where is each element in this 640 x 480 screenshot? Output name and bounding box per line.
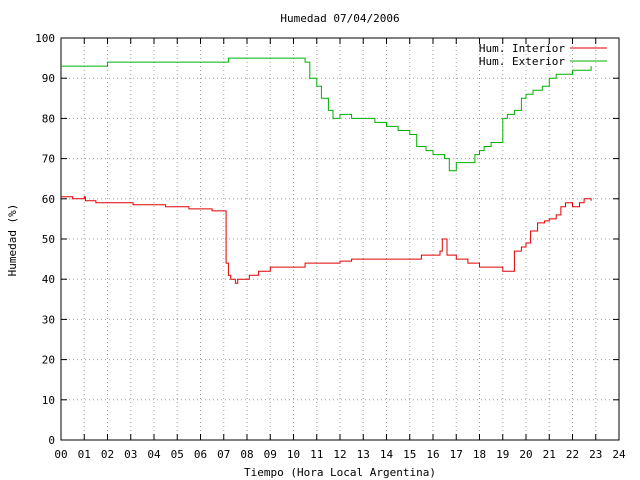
x-tick-label: 01	[78, 448, 91, 461]
y-tick-label: 0	[48, 434, 55, 447]
x-tick-label: 09	[264, 448, 277, 461]
x-axis-ticks: 00 01 02 03 04 05 06 07 08 09 10 11 12 13 14 15 16 17 18 19…	[54, 38, 626, 461]
x-tick-label: 00	[54, 448, 67, 461]
x-tick-label: 21	[543, 448, 556, 461]
x-tick-label: 16	[426, 448, 439, 461]
y-tick-label: 50	[42, 233, 55, 246]
legend-label: Hum. Interior	[479, 42, 565, 55]
x-tick-label: 12	[333, 448, 346, 461]
x-tick-label: 13	[357, 448, 370, 461]
x-tick-label: 15	[403, 448, 416, 461]
y-tick-label: 70	[42, 153, 55, 166]
y-tick-label: 30	[42, 313, 55, 326]
grid-lines	[61, 38, 619, 440]
x-tick-label: 10	[287, 448, 300, 461]
y-tick-label: 20	[42, 354, 55, 367]
series-lines	[61, 57, 592, 284]
legend-label: Hum. Exterior	[479, 55, 565, 68]
x-tick-label: 08	[240, 448, 253, 461]
x-tick-label: 07	[217, 448, 230, 461]
x-tick-label: 02	[101, 448, 114, 461]
x-tick-label: 20	[519, 448, 532, 461]
x-tick-label: 03	[124, 448, 137, 461]
y-axis-label: Humedad (%)	[6, 204, 19, 277]
y-tick-label: 80	[42, 112, 55, 125]
y-tick-label: 60	[42, 193, 55, 206]
x-tick-label: 23	[589, 448, 602, 461]
x-tick-label: 04	[147, 448, 161, 461]
x-tick-label: 18	[473, 448, 486, 461]
x-tick-label: 22	[566, 448, 579, 461]
series-line-1	[61, 57, 592, 172]
x-tick-label: 06	[194, 448, 207, 461]
y-tick-label: 90	[42, 72, 55, 85]
y-tick-label: 40	[42, 273, 55, 286]
x-tick-label: 14	[380, 448, 394, 461]
x-tick-label: 05	[171, 448, 184, 461]
chart-title: Humedad 07/04/2006	[280, 12, 399, 25]
y-tick-label: 10	[42, 394, 55, 407]
series-line-0	[61, 196, 592, 284]
y-tick-label: 100	[35, 32, 55, 45]
x-tick-label: 24	[612, 448, 626, 461]
y-axis-ticks: 0 10 20 30 40 50 60 70 80 90 100	[35, 32, 619, 447]
x-tick-label: 11	[310, 448, 323, 461]
x-tick-label: 19	[496, 448, 509, 461]
x-tick-label: 17	[450, 448, 463, 461]
x-axis-label: Tiempo (Hora Local Argentina)	[244, 466, 436, 479]
